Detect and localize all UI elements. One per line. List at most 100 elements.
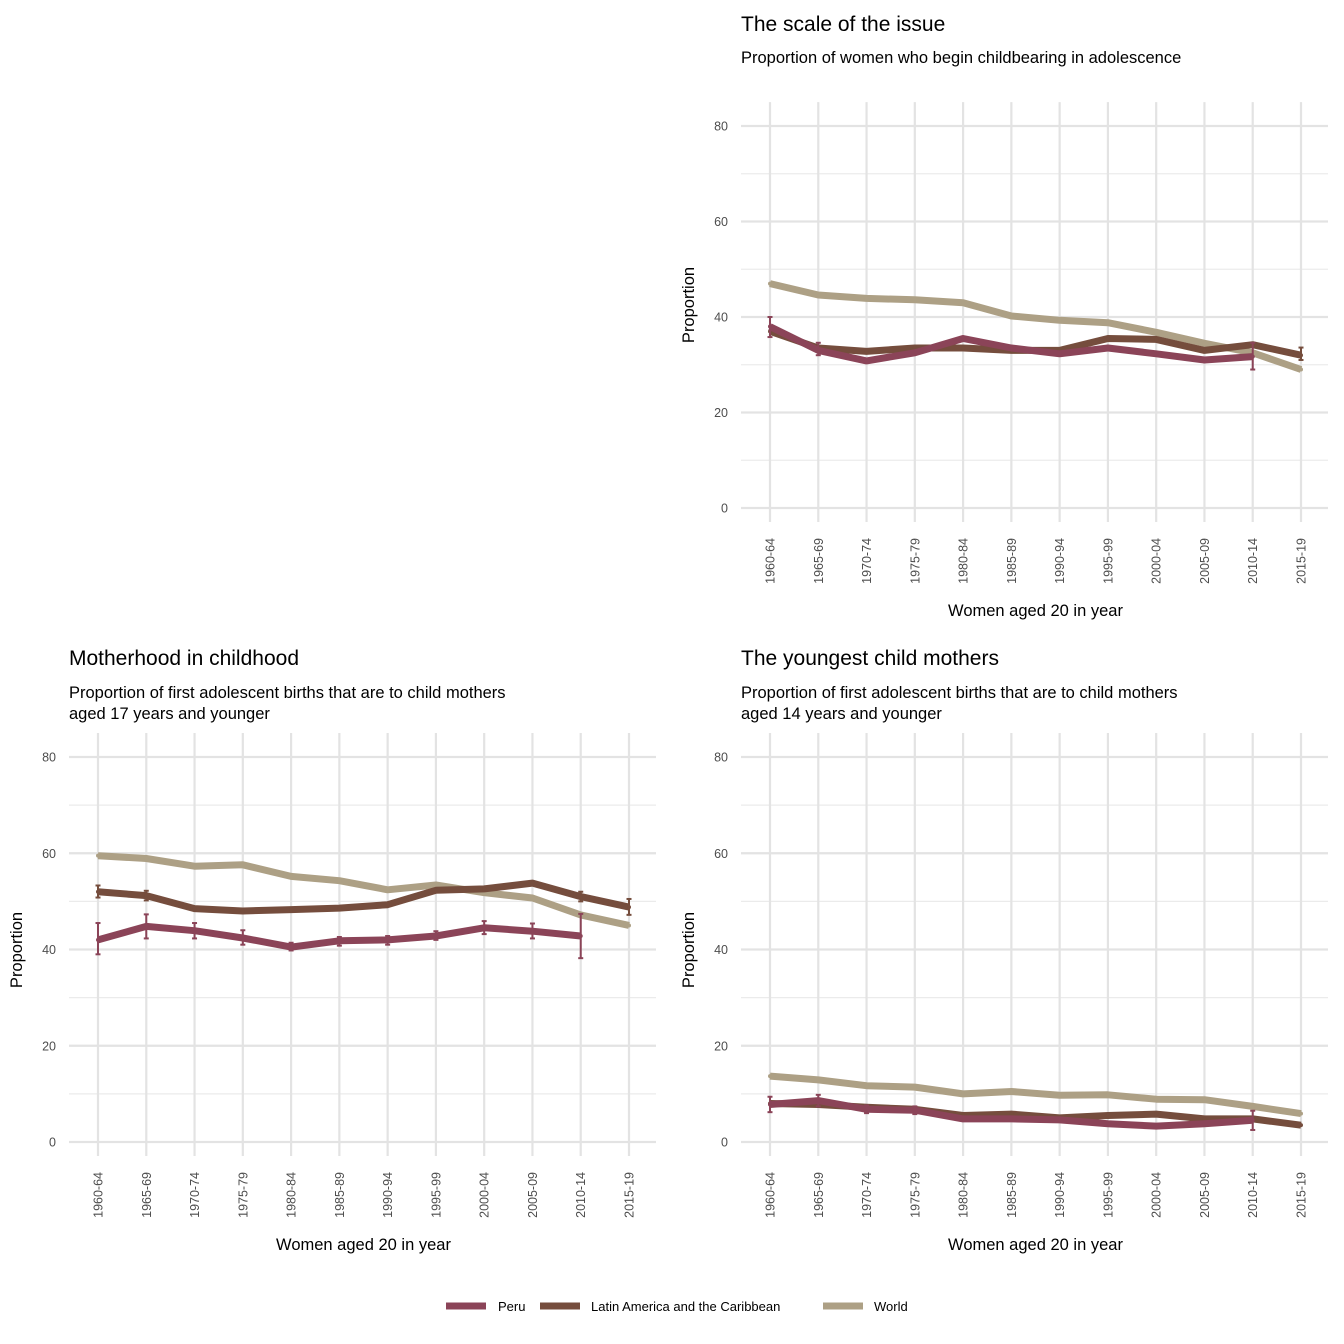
x-tick-label: 1990-94: [1053, 1172, 1067, 1218]
data-point: [144, 924, 149, 929]
data-point: [768, 1102, 772, 1107]
data-point: [96, 853, 100, 858]
data-point: [961, 1116, 966, 1121]
x-tick-label: 1980-84: [957, 1172, 971, 1218]
data-point: [337, 906, 342, 911]
y-tick-label: 80: [42, 751, 56, 765]
data-point: [1009, 1116, 1014, 1121]
data-point: [337, 878, 342, 883]
data-point: [864, 1083, 869, 1088]
x-tick-label: 2015-19: [1295, 1172, 1309, 1218]
y-tick-label: 0: [721, 502, 728, 516]
x-tick-label: 2010-14: [1246, 1172, 1260, 1218]
y-tick-label: 60: [714, 847, 728, 861]
panel-title: The scale of the issue: [741, 13, 945, 36]
x-tick-label: 1995-99: [1101, 1172, 1115, 1218]
data-point: [768, 1074, 772, 1079]
x-tick-label: 1990-94: [381, 1172, 395, 1218]
data-point: [1299, 1111, 1303, 1116]
data-point: [768, 281, 772, 286]
x-tick-label: 1995-99: [1101, 538, 1115, 584]
y-axis-title: Proportion: [680, 912, 698, 988]
data-point: [385, 902, 390, 907]
data-point: [1299, 353, 1303, 358]
y-tick-label: 40: [42, 943, 56, 957]
data-point: [1105, 346, 1110, 351]
data-point: [864, 349, 869, 354]
x-tick-label: 1985-89: [333, 1172, 347, 1218]
data-point: [1250, 354, 1255, 359]
series-line: [769, 280, 1303, 373]
x-tick-label: 2005-09: [1198, 1172, 1212, 1218]
data-point: [240, 909, 245, 913]
series-line: [97, 879, 630, 915]
data-point: [96, 889, 100, 894]
x-tick-label: 1975-79: [908, 1172, 922, 1218]
legend: Peru Latin America and the Caribbean World: [446, 1299, 908, 1314]
data-point: [961, 300, 966, 305]
x-tick-label: 1960-64: [764, 538, 778, 584]
x-tick-label: 2000-04: [478, 1172, 492, 1218]
panel-youngest: 0 20 40 60 80 1960-64 1965-69 1970-74 1975-79 198…: [680, 647, 1328, 1254]
panel-title: Motherhood in childhood: [69, 647, 299, 670]
x-tick-label: 2015-19: [1295, 538, 1309, 584]
data-point: [1057, 1093, 1062, 1098]
y-tick-label: 40: [714, 943, 728, 957]
series-line: [769, 1072, 1302, 1118]
data-point: [1154, 1112, 1159, 1117]
y-tick-label: 20: [714, 406, 728, 420]
data-point: [816, 293, 821, 298]
x-tick-label: 2010-14: [1246, 538, 1260, 584]
panel-childhood: 0 20 40 60 80 1960-64 1965-69 1970-74 1975-79 198…: [8, 647, 656, 1254]
x-tick-label: 1970-74: [860, 538, 874, 584]
data-point: [1202, 1097, 1207, 1102]
y-axis-title: Proportion: [8, 912, 26, 988]
x-tick-label: 1970-74: [188, 1172, 202, 1218]
data-point: [816, 1077, 821, 1082]
x-tick-label: 2005-09: [1198, 538, 1212, 584]
data-point: [1009, 1089, 1014, 1094]
x-tick-label: 1980-84: [285, 1172, 299, 1218]
y-tick-label: 20: [42, 1039, 56, 1053]
series-world: [768, 1072, 1303, 1118]
x-tick-label: 1975-79: [908, 538, 922, 584]
data-point: [912, 297, 917, 302]
data-point: [289, 945, 294, 950]
data-point: [864, 358, 869, 363]
x-axis-title: Women aged 20 in year: [948, 1236, 1123, 1254]
data-point: [289, 907, 294, 912]
data-point: [1105, 1092, 1110, 1097]
panel-title: The youngest child mothers: [741, 647, 999, 670]
data-point: [864, 1107, 869, 1112]
panel-subtitle: Proportion of first adolescent births th…: [741, 684, 1178, 702]
legend-item: Peru: [446, 1299, 525, 1314]
x-tick-label: 1960-64: [92, 1172, 106, 1218]
data-point: [961, 1091, 966, 1096]
y-tick-label: 0: [721, 1136, 728, 1150]
data-point: [912, 1085, 917, 1090]
data-point: [192, 864, 197, 869]
series-peru: [95, 912, 584, 960]
data-point: [816, 348, 821, 353]
x-axis-title: Women aged 20 in year: [948, 602, 1123, 620]
data-point: [1105, 336, 1110, 341]
data-point: [1009, 314, 1014, 319]
data-point: [144, 856, 149, 861]
data-point: [768, 324, 772, 329]
data-point: [1009, 1112, 1014, 1117]
panel-subtitle: aged 17 years and younger: [69, 705, 270, 723]
data-point: [530, 881, 535, 886]
data-point: [1105, 320, 1110, 325]
x-tick-label: 1985-89: [1005, 1172, 1019, 1218]
data-point: [864, 296, 869, 301]
x-tick-label: 1975-79: [236, 1172, 250, 1218]
data-point: [1105, 1121, 1110, 1126]
data-point: [1154, 330, 1159, 335]
y-tick-label: 60: [42, 847, 56, 861]
x-tick-label: 1965-69: [812, 538, 826, 584]
data-point: [1202, 341, 1207, 346]
data-point: [1154, 337, 1159, 342]
data-point: [578, 934, 583, 939]
data-point: [1250, 1104, 1255, 1109]
data-point: [1299, 1123, 1303, 1128]
